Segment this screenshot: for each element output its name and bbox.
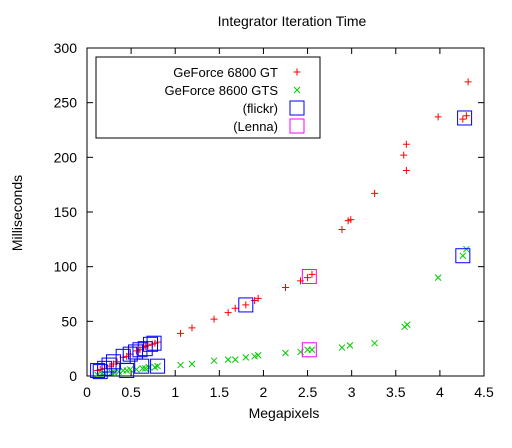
data-point <box>347 216 355 224</box>
y-tick-label: 100 <box>54 259 78 275</box>
legend-marker <box>293 68 301 76</box>
legend-label: GeForce 8600 GTS <box>165 83 279 98</box>
data-point <box>304 274 312 282</box>
series-2 <box>90 110 473 380</box>
data-point <box>177 361 184 369</box>
series-3 <box>301 269 317 358</box>
data-point <box>402 166 410 174</box>
x-axis-label: Megapixels <box>249 405 320 421</box>
data-point <box>188 324 196 332</box>
data-point <box>308 346 316 354</box>
y-tick-label: 0 <box>69 368 77 384</box>
data-point <box>462 112 470 120</box>
data-point <box>139 364 146 372</box>
data-point <box>154 362 161 370</box>
data-point <box>242 301 250 309</box>
series-1 <box>94 245 470 379</box>
data-point <box>224 309 232 317</box>
data-point <box>113 358 121 366</box>
y-tick-label: 50 <box>61 313 77 329</box>
x-tick-label: 0.5 <box>121 384 141 400</box>
y-tick-label: 150 <box>54 204 78 220</box>
data-point <box>402 140 410 148</box>
x-tick-label: 4 <box>436 384 444 400</box>
data-point <box>144 341 152 349</box>
legend-marker <box>293 86 301 94</box>
data-point <box>459 252 467 260</box>
data-point <box>137 341 153 357</box>
data-point <box>434 113 442 121</box>
data-point <box>371 189 379 197</box>
x-tick-label: 2 <box>260 384 268 400</box>
x-tick-label: 1 <box>171 384 179 400</box>
data-point <box>231 356 239 363</box>
data-point <box>338 225 346 233</box>
data-point <box>346 342 354 349</box>
data-point <box>434 274 442 281</box>
data-point <box>150 358 166 374</box>
data-point <box>301 342 317 358</box>
data-point <box>210 357 218 365</box>
x-tick-label: 1.5 <box>210 384 230 400</box>
data-points <box>90 78 473 380</box>
x-tick-label: 3 <box>348 384 356 400</box>
y-axis-ticks: 0 50 100 150 200 250 300 <box>54 40 484 384</box>
y-tick-label: 300 <box>54 40 78 56</box>
x-tick-label: 3.5 <box>386 384 406 400</box>
legend-label: (Lenna) <box>233 119 278 134</box>
data-point <box>101 357 117 373</box>
chart-title: Integrator Iteration Time <box>218 13 367 29</box>
data-point <box>282 283 289 291</box>
data-point <box>119 363 135 379</box>
data-point <box>122 346 138 362</box>
data-point <box>400 151 408 159</box>
data-point <box>115 368 123 375</box>
data-point <box>403 321 411 328</box>
data-point <box>210 315 218 323</box>
data-point <box>254 294 262 302</box>
data-point <box>251 297 259 305</box>
data-point <box>177 329 185 337</box>
data-point <box>242 354 250 361</box>
data-point <box>464 78 472 86</box>
data-point <box>301 269 317 285</box>
legend-marker <box>289 118 305 134</box>
x-tick-label: 2.5 <box>298 384 318 400</box>
data-point <box>143 336 159 352</box>
data-point <box>282 349 289 357</box>
legend-marker <box>289 100 305 116</box>
data-point <box>188 360 196 368</box>
data-point <box>231 304 239 312</box>
data-point <box>132 347 140 355</box>
legend-label: (flickr) <box>243 101 278 116</box>
x-axis-ticks: 0 0.5 1 1.5 2 2.5 3 3.5 4 4.5 <box>83 48 494 400</box>
data-point <box>371 339 378 347</box>
x-tick-label: 0 <box>83 384 91 400</box>
data-point <box>296 277 304 285</box>
legend-label: GeForce 6800 GT <box>173 65 278 80</box>
data-point <box>224 356 232 363</box>
data-point <box>254 351 262 359</box>
data-point <box>457 110 473 126</box>
data-point <box>308 270 316 278</box>
data-point <box>123 352 131 360</box>
data-point <box>338 344 346 351</box>
data-point <box>459 115 467 123</box>
data-point <box>146 335 162 351</box>
y-tick-label: 200 <box>54 149 78 165</box>
data-point <box>134 358 150 374</box>
legend: GeForce 6800 GT GeForce 8600 GTS (flickr) (… <box>95 56 321 139</box>
data-point <box>105 354 121 370</box>
y-tick-label: 250 <box>54 95 78 111</box>
data-point <box>238 297 254 313</box>
y-axis-label: Milliseconds <box>9 175 25 251</box>
data-point <box>455 248 471 264</box>
x-tick-label: 4.5 <box>474 384 494 400</box>
data-point <box>126 366 134 373</box>
legend-box <box>95 56 321 139</box>
